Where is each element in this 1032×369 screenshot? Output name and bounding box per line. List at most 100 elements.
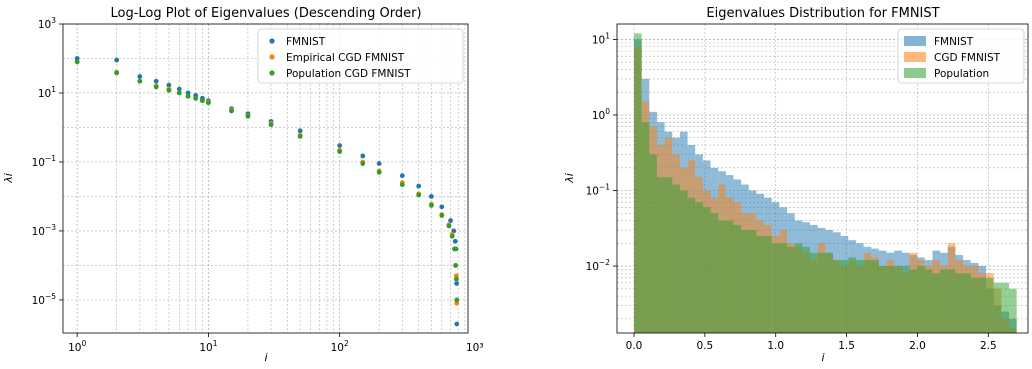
right-bar <box>687 197 696 333</box>
left-x-tick-label-1: 101 <box>199 339 217 354</box>
left-point <box>376 169 382 175</box>
left-y-tick-label-1-base: 10 <box>32 226 45 238</box>
right-bar <box>748 230 757 333</box>
left-series-points <box>74 56 460 327</box>
left-point <box>399 173 405 179</box>
left-legend: FMNIST Empirical CGD FMNIST Population CGD… <box>257 28 464 84</box>
right-bar <box>955 273 964 333</box>
legend-label-0: FMNIST <box>934 36 974 48</box>
left-x-tick-label-2-base: 10 <box>331 342 344 354</box>
legend-box <box>257 28 464 84</box>
right-bar <box>909 269 918 333</box>
right-bar <box>733 224 742 333</box>
left-y-tick-label-4: 103 <box>38 16 56 31</box>
left-x-tick-label-0-base: 10 <box>68 342 81 354</box>
right-y-tick-label-0-exp: −2 <box>599 258 610 267</box>
left-x-tick-label-1-base: 10 <box>199 342 212 354</box>
right-bar <box>1009 288 1017 333</box>
left-y-tick-label-3-exp: 1 <box>51 85 56 94</box>
legend-box <box>897 28 1025 84</box>
legend-label-2: Population CGD FMNIST <box>286 68 411 80</box>
left-point <box>449 233 455 239</box>
right-bar <box>756 235 765 333</box>
legend-label-0: FMNIST <box>286 36 326 48</box>
right-bar <box>679 190 688 333</box>
right-y-tick-label-2-exp: 0 <box>605 107 610 116</box>
right-bar <box>817 252 826 333</box>
right-bar <box>771 243 780 333</box>
legend-label-1: Empirical CGD FMNIST <box>286 52 405 64</box>
right-bar <box>963 273 971 333</box>
right-bar <box>863 260 872 333</box>
left-x-tick-label-1-exp: 1 <box>213 339 218 348</box>
right-bar <box>970 277 979 333</box>
right-x-tick-label-4: 2.0 <box>909 340 926 352</box>
right-y-tick-label-3-base: 10 <box>592 34 605 46</box>
right-bar <box>672 184 680 333</box>
right-x-axis-label: i <box>821 351 824 364</box>
right-bar <box>825 252 833 333</box>
left-x-tick-label-2: 102 <box>331 339 349 354</box>
right-bar <box>741 230 749 333</box>
left-point <box>454 297 460 303</box>
left-point <box>452 238 458 244</box>
right-bar <box>855 260 864 333</box>
right-bar <box>917 266 925 333</box>
right-bar <box>664 177 673 333</box>
left-point <box>454 300 460 306</box>
left-y-axis-label: λi <box>2 173 15 184</box>
legend-marker-0 <box>269 38 275 44</box>
left-x-axis-label: i <box>264 351 267 364</box>
left-point <box>429 203 434 208</box>
left-point <box>454 321 460 327</box>
left-y-tick-label-0-exp: −5 <box>45 292 56 301</box>
left-point <box>114 70 120 76</box>
left-chart-title: Log-Log Plot of Eigenvalues (Descending … <box>110 6 421 21</box>
right-y-axis-label: λi <box>563 173 576 184</box>
left-y-tick-label-3-base: 10 <box>38 88 51 100</box>
right-bar <box>802 246 811 333</box>
left-point <box>74 59 80 65</box>
left-point <box>337 149 343 154</box>
right-bar <box>649 154 657 333</box>
right-x-tick-label-1: 0.5 <box>697 340 714 352</box>
left-point <box>137 78 143 84</box>
right-bar <box>641 122 650 333</box>
legend-marker-2 <box>269 70 275 76</box>
right-y-tick-label-1-base: 10 <box>586 186 599 198</box>
left-y-tick-label-2: 10−1 <box>32 154 57 169</box>
right-y-tick-label-1: 10−1 <box>586 183 611 198</box>
left-point <box>439 204 445 210</box>
left-point <box>176 86 182 92</box>
left-y-tick-label-4-base: 10 <box>38 19 51 31</box>
left-x-tick-label-partial: 10³ <box>466 342 484 354</box>
right-bar <box>656 177 665 333</box>
left-y-tick-label-2-exp: −1 <box>45 154 56 163</box>
right-y-tick-label-2-base: 10 <box>592 110 605 122</box>
left-y-tick-label-4-exp: 3 <box>51 16 56 25</box>
right-bar <box>978 277 987 333</box>
right-bar <box>848 257 856 333</box>
right-y-tick-label-0-base: 10 <box>586 261 599 273</box>
left-point <box>200 98 205 104</box>
left-x-tick-label-0: 100 <box>68 339 86 354</box>
left-point <box>114 57 120 63</box>
left-point <box>453 276 459 282</box>
left-x-tick-label-2-exp: 2 <box>344 339 349 348</box>
left-y-tick-label-2-base: 10 <box>32 157 45 169</box>
legend-label-2: Population <box>934 68 989 80</box>
right-bar <box>878 266 887 333</box>
left-point <box>360 153 366 159</box>
right-bar <box>986 277 994 333</box>
right-bar <box>993 282 1002 333</box>
right-bar <box>710 213 719 333</box>
right-x-tick-label-3: 1.5 <box>838 340 855 352</box>
right-bar <box>886 266 895 333</box>
right-bar <box>832 260 841 333</box>
right-series-2 <box>634 33 1017 334</box>
left-point <box>416 183 422 189</box>
right-bar <box>725 220 734 333</box>
right-y-tick-label-0: 10−2 <box>586 258 611 273</box>
left-point <box>137 74 143 79</box>
